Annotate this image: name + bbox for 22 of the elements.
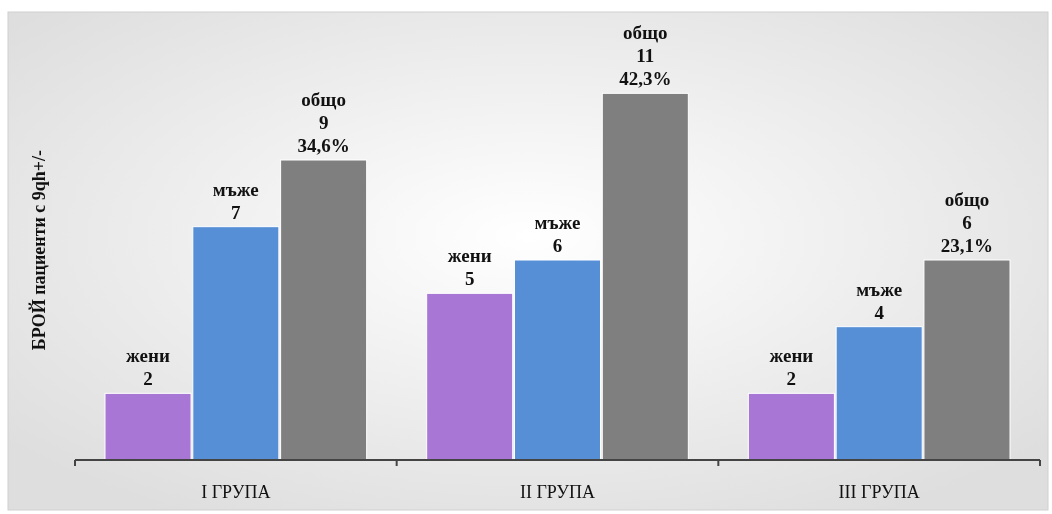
- text: мъже: [856, 278, 903, 300]
- data-label: 11 42,3%: [619, 45, 672, 90]
- data-label: 6: [552, 235, 563, 256]
- x-tick-label: III ГРУПА: [838, 482, 920, 502]
- text: общо: [623, 22, 668, 44]
- x-tick-label: II ГРУПА: [519, 482, 596, 502]
- data-label: 4: [874, 301, 885, 323]
- text: жени: [769, 345, 814, 367]
- data-label: 7: [231, 201, 242, 223]
- text: общо: [301, 89, 346, 110]
- data-label: 6 23,1%: [940, 212, 994, 256]
- text: жени: [447, 245, 492, 267]
- x-tick-label: I ГРУПА: [201, 482, 271, 502]
- series-label: жени: [126, 345, 170, 367]
- y-axis-title: БРОЙ пациенти с 9qh+/-: [28, 149, 49, 351]
- text: общо: [944, 189, 990, 210]
- data-label: 2: [143, 368, 153, 390]
- data-label: 9 34,6%: [297, 112, 350, 156]
- text: мъже: [534, 212, 581, 233]
- data-label: 5: [464, 268, 475, 290]
- series-label: мъже: [212, 178, 259, 200]
- data-label: 2: [786, 368, 797, 390]
